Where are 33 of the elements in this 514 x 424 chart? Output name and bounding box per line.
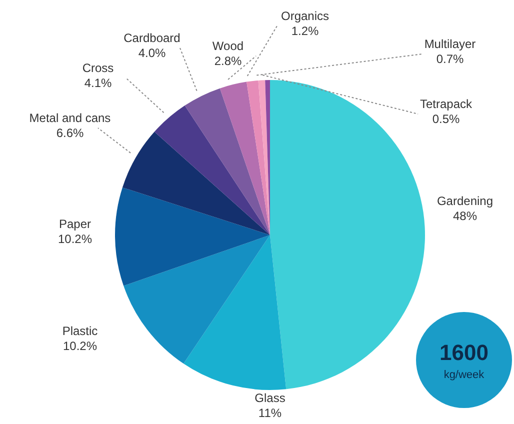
slice-label: Wood — [212, 39, 244, 53]
slice-label: Paper — [58, 217, 92, 231]
data-label: 10.2% — [62, 339, 98, 353]
pie-slice — [258, 80, 270, 235]
pie-slice — [246, 80, 270, 235]
slice-label: Plastic — [62, 324, 98, 338]
pie-slice — [115, 187, 270, 286]
data-label: 11% — [258, 406, 282, 420]
pie-slice — [220, 82, 270, 235]
pie-slice — [184, 235, 286, 390]
slice-label: Glass — [254, 391, 286, 405]
text: kg/week — [444, 369, 485, 381]
data-label: 1.2% — [291, 24, 319, 38]
data-label: 2.8% — [214, 54, 242, 68]
pie-slice — [154, 106, 270, 235]
slice-label: Metal and cans — [29, 111, 111, 125]
data-label: 6.6% — [56, 126, 84, 140]
slice-label: Cardboard — [124, 31, 180, 45]
slice-label: Cross — [82, 61, 114, 75]
slice-label: Tetrapack — [420, 97, 474, 111]
slice-label: Multilayer — [424, 37, 476, 51]
data-label: 0.7% — [436, 52, 464, 66]
data-label: 0.5% — [432, 112, 460, 126]
data-label: 4.1% — [84, 76, 112, 90]
pie-slice — [184, 88, 270, 235]
slice-label: Gardening — [436, 194, 494, 208]
pie-slice — [122, 132, 270, 235]
text: 1600 — [440, 340, 488, 365]
data-label: 4.0% — [138, 46, 166, 60]
slice-label: Organics — [280, 9, 330, 23]
data-label: 48% — [452, 209, 478, 223]
pie-slice — [124, 235, 270, 364]
data-label: 10.2% — [58, 232, 92, 246]
